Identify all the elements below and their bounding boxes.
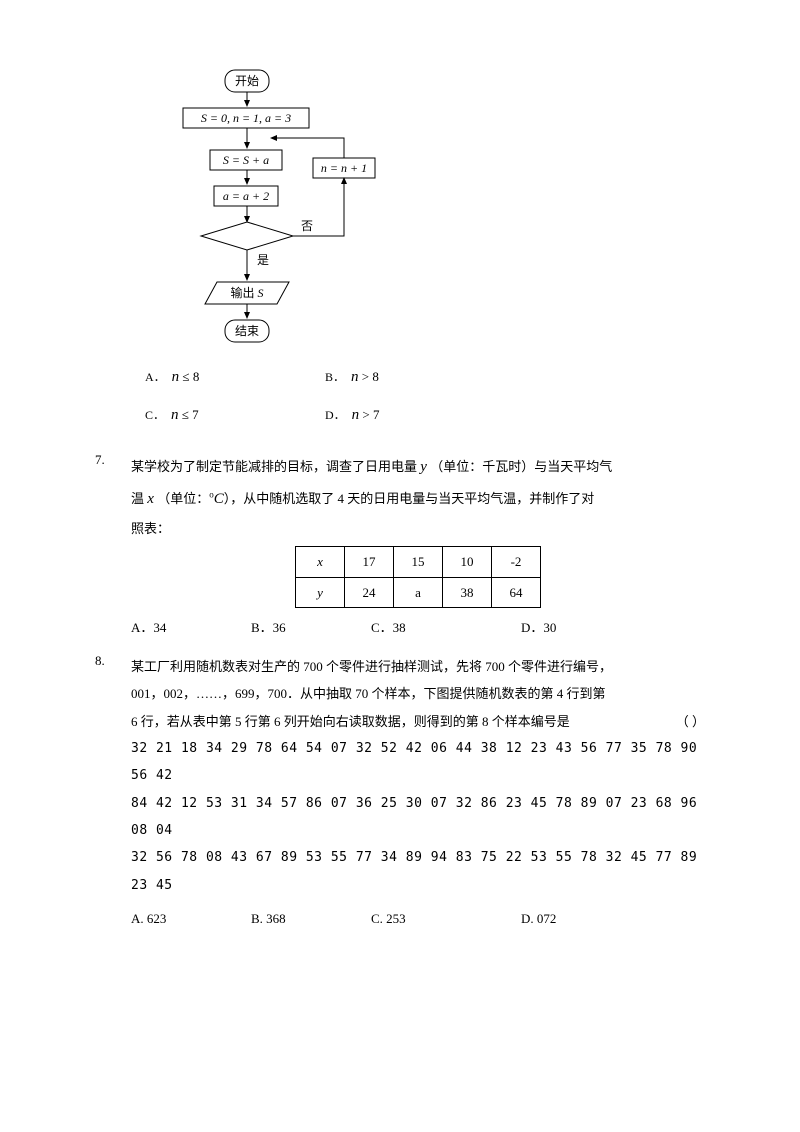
q7-answers: A．34 B．36 C．38 D．30	[131, 614, 705, 641]
edge-no-label: 否	[301, 219, 313, 233]
node-incn-label: n = n + 1	[321, 161, 367, 175]
opt-c-val: 7	[192, 407, 199, 422]
q8-numrow-4: 08 04	[131, 817, 705, 844]
opt-b-rel: >	[362, 369, 369, 384]
q6-options-row2: C． n ≤ 7 D． n > 7	[145, 406, 705, 424]
q7-var-y: y	[420, 459, 427, 475]
q8: 8. 某工厂利用随机数表对生产的 700 个零件进行抽样测试，先将 700 个零…	[95, 653, 705, 932]
table-cell: 17	[345, 547, 394, 577]
q8-l3-text: 6 行，若从表中第 5 行第 6 列开始向右读取数据，则得到的第 8 个样本编号…	[131, 714, 570, 729]
opt-d-var: n	[352, 407, 360, 423]
opt-label-b: B．	[325, 368, 345, 385]
q7: 7. 某学校为了制定节能减排的目标，调查了日用电量 y （单位：千瓦时）与当天平…	[95, 452, 705, 641]
q7-ans-a: A．34	[131, 614, 251, 641]
opt-c-rel: ≤	[182, 407, 189, 422]
q8-answers: A. 623 B. 368 C. 253 D. 072	[131, 905, 705, 932]
q8-ans-b: B. 368	[251, 905, 371, 932]
q7-t1: 某学校为了制定节能减排的目标，调查了日用电量	[131, 459, 417, 474]
q8-line2: 001，002，……，699，700．从中抽取 70 个样本，下图提供随机数表的…	[131, 680, 705, 707]
q7-table: x 17 15 10 -2 y 24 a 38 64	[295, 546, 541, 608]
q8-ans-d: D. 072	[521, 905, 641, 932]
opt-c-var: n	[171, 407, 179, 423]
opt-d-val: 7	[373, 407, 380, 422]
q6-option-d: D． n > 7	[325, 406, 380, 424]
q6-option-b: B． n > 8	[325, 368, 379, 386]
node-output-label: 输出 S	[230, 285, 263, 300]
opt-a-var: n	[172, 369, 180, 385]
q8-number: 8.	[95, 653, 131, 932]
opt-a-val: 8	[193, 369, 200, 384]
q8-numrow-3: 84 42 12 53 31 34 57 86 07 36 25 30 07 3…	[131, 790, 705, 817]
flowchart: 开始 S = 0, n = 1, a = 3 S = S + a a = a +…	[165, 60, 705, 350]
q8-line1: 某工厂利用随机数表对生产的 700 个零件进行抽样测试，先将 700 个零件进行…	[131, 653, 705, 680]
table-cell-ylabel: y	[296, 577, 345, 607]
table-row: x 17 15 10 -2	[296, 547, 541, 577]
node-end-label: 结束	[235, 324, 259, 338]
opt-a-rel: ≤	[182, 369, 189, 384]
q7-ans-b: B．36	[251, 614, 371, 641]
q8-numrow-2: 56 42	[131, 762, 705, 789]
table-cell: 38	[443, 577, 492, 607]
q7-line2: 温 x （单位：oC），从中随机选取了 4 天的日用电量与当天平均气温，并制作了…	[131, 484, 705, 516]
table-cell: 24	[345, 577, 394, 607]
node-init-label: S = 0, n = 1, a = 3	[201, 111, 291, 125]
node-acc-label: S = S + a	[223, 153, 269, 167]
q8-ans-a: A. 623	[131, 905, 251, 932]
q7-ans-c: C．38	[371, 614, 521, 641]
table-cell: a	[394, 577, 443, 607]
q7-line1: 某学校为了制定节能减排的目标，调查了日用电量 y （单位：千瓦时）与当天平均气	[131, 452, 705, 484]
q7-t2: （单位：千瓦时）与当天平均气	[430, 459, 612, 474]
table-row: y 24 a 38 64	[296, 577, 541, 607]
q7-unit: oC	[209, 491, 224, 506]
table-cell: -2	[492, 547, 541, 577]
opt-b-val: 8	[372, 369, 379, 384]
q7-ans-d: D．30	[521, 614, 641, 641]
q7-var-x: x	[147, 491, 154, 507]
table-cell: 64	[492, 577, 541, 607]
edge-yes-label: 是	[257, 253, 269, 267]
table-cell: 10	[443, 547, 492, 577]
q7-t3: 温	[131, 491, 144, 506]
q8-numrow-5: 32 56 78 08 43 67 89 53 55 77 34 89 94 8…	[131, 844, 705, 871]
opt-label-a: A．	[145, 368, 166, 385]
q8-line3: 6 行，若从表中第 5 行第 6 列开始向右读取数据，则得到的第 8 个样本编号…	[131, 708, 705, 735]
opt-label-c: C．	[145, 406, 165, 423]
opt-label-d: D．	[325, 406, 346, 423]
q7-number: 7.	[95, 452, 131, 641]
q6-option-a: A． n ≤ 8	[145, 368, 325, 386]
q7-t4: （单位：	[157, 491, 209, 506]
node-inca-label: a = a + 2	[223, 189, 269, 203]
q8-paren: （ ）	[676, 708, 705, 735]
table-cell: 15	[394, 547, 443, 577]
opt-d-rel: >	[362, 407, 369, 422]
q6-option-c: C． n ≤ 7	[145, 406, 325, 424]
q6-options-row1: A． n ≤ 8 B． n > 8	[145, 368, 705, 386]
q8-numrow-6: 23 45	[131, 872, 705, 899]
q7-t5: ），从中随机选取了 4 天的日用电量与当天平均气温，并制作了对	[224, 491, 595, 506]
table-cell-xlabel: x	[296, 547, 345, 577]
q7-line3: 照表：	[131, 515, 705, 542]
q8-ans-c: C. 253	[371, 905, 521, 932]
node-start-label: 开始	[235, 74, 259, 88]
opt-b-var: n	[351, 369, 359, 385]
q8-numrow-1: 32 21 18 34 29 78 64 54 07 32 52 42 06 4…	[131, 735, 705, 762]
